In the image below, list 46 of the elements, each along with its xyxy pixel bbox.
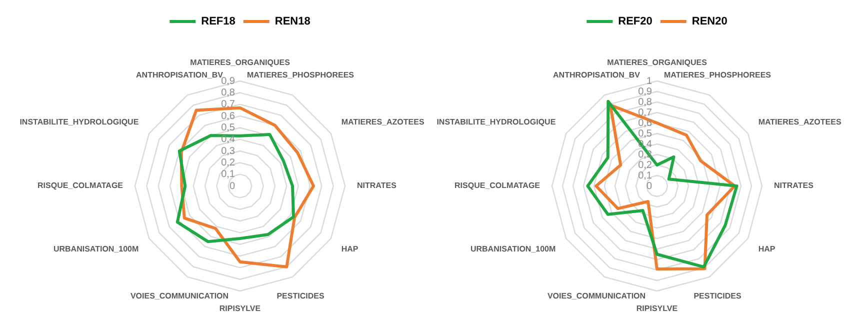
y-tick-label: 1 bbox=[646, 76, 652, 87]
y-tick-label: 0,1 bbox=[221, 169, 236, 180]
spoke-label: RIPISYLVE bbox=[219, 304, 262, 314]
spoke-label: RISQUE_COLMATAGE bbox=[454, 181, 541, 190]
y-tick-label: 0,6 bbox=[221, 110, 236, 122]
legend-label: REN20 bbox=[692, 16, 728, 28]
legend-label: REN18 bbox=[274, 16, 310, 28]
spoke-label: MATIERES_PHOSPHOREES bbox=[664, 70, 772, 80]
y-tick-label: 0,7 bbox=[638, 107, 652, 118]
spoke-label: URBANISATION_100M bbox=[470, 244, 556, 254]
spoke-label: MATIERES_ORGANIQUES bbox=[190, 58, 291, 68]
y-tick-label: 0,8 bbox=[221, 87, 236, 98]
spoke-label: RIPISYLVE bbox=[636, 304, 678, 314]
y-tick-label: 0 bbox=[229, 180, 236, 192]
spoke-label: INSTABILITE_HYDROLOGIQUE bbox=[20, 118, 140, 127]
spoke-label: PESTICIDES bbox=[694, 292, 742, 301]
spoke-label: ANTHROPISATION_BV bbox=[553, 70, 641, 80]
y-tick-label: 0,9 bbox=[638, 86, 652, 98]
spoke-label: NITRATES bbox=[357, 181, 398, 190]
y-tick-label: 0,8 bbox=[638, 96, 652, 108]
y-tick-label: 0,4 bbox=[221, 134, 236, 146]
spoke-label: MATIERES_AZOTEES bbox=[758, 118, 842, 127]
y-tick-label: 0,5 bbox=[221, 122, 236, 134]
legend-label: REF20 bbox=[618, 16, 652, 28]
spoke-label: INSTABILITE_HYDROLOGIQUE bbox=[436, 118, 556, 127]
y-tick-label: 0,9 bbox=[221, 76, 236, 87]
y-tick-label: 0,5 bbox=[638, 128, 652, 140]
spoke-label: RISQUE_COLMATAGE bbox=[38, 181, 124, 190]
y-tick-label: 0,1 bbox=[638, 170, 652, 182]
spoke-label: ANTHROPISATION_BV bbox=[136, 70, 224, 80]
legend-label: REF18 bbox=[201, 16, 236, 28]
spoke-label: HAP bbox=[758, 244, 776, 254]
spoke-label: MATIERES_ORGANIQUES bbox=[607, 58, 708, 68]
spoke-label: VOIES_COMMUNICATION bbox=[547, 292, 646, 301]
spoke-label: NITRATES bbox=[774, 181, 814, 190]
spoke-label: PESTICIDES bbox=[276, 292, 325, 301]
y-tick-label: 0,6 bbox=[638, 118, 652, 129]
y-tick-label: 0 bbox=[646, 180, 652, 192]
spoke-label: MATIERES_PHOSPHOREES bbox=[247, 70, 355, 80]
y-tick-label: 0,3 bbox=[221, 146, 236, 157]
spoke-label: URBANISATION_100M bbox=[53, 244, 140, 254]
spoke-label: VOIES_COMMUNICATION bbox=[130, 292, 229, 301]
y-tick-label: 0,2 bbox=[638, 160, 652, 171]
spoke-label: HAP bbox=[341, 244, 359, 254]
spoke-label: MATIERES_AZOTEES bbox=[341, 118, 425, 127]
y-tick-label: 0,2 bbox=[221, 157, 236, 168]
